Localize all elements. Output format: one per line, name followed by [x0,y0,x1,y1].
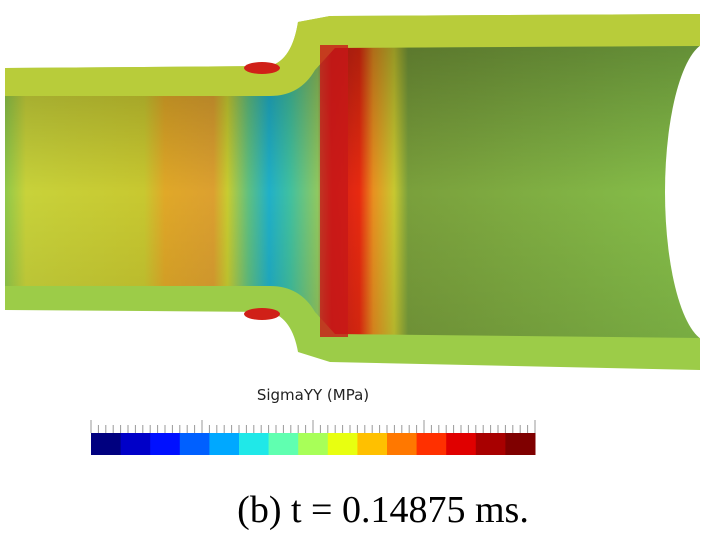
colorbar-swatch [357,433,388,455]
colorbar-swatch [150,433,181,455]
colorbar-swatch [268,433,299,455]
colorbar-swatch [239,433,270,455]
colorbar [90,420,536,455]
colorbar-swatch [327,433,358,455]
colorbar-title: SigmaYY (MPa) [257,386,369,404]
caption: (b) t = 0.14875 ms. [237,489,529,531]
colorbar-swatch [298,433,329,455]
colorbar-swatch [387,433,418,455]
colorbar-swatch [416,433,447,455]
colorbar-swatch [475,433,506,455]
colorbar-swatch [179,433,210,455]
colorbar-swatch [91,433,122,455]
colorbar-swatch [120,433,151,455]
pipe [5,14,712,370]
colorbar-swatch [505,433,536,455]
colorbar-swatch [446,433,477,455]
colorbar-swatch [209,433,240,455]
